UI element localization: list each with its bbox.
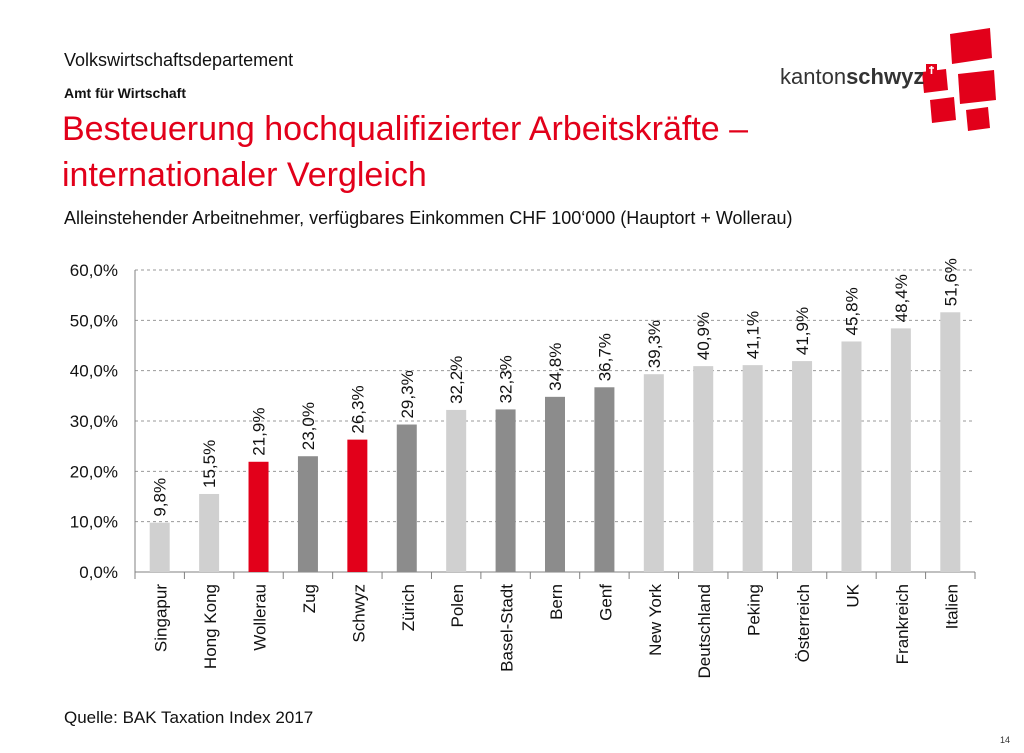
x-tick-label: Frankreich	[893, 584, 912, 664]
x-tick-label: New York	[646, 584, 665, 656]
bar	[792, 361, 813, 572]
data-label: 41,9%	[793, 307, 812, 355]
x-tick-label: Genf	[596, 584, 615, 621]
data-label: 21,9%	[250, 408, 269, 456]
data-label: 39,3%	[645, 320, 664, 368]
y-tick-label: 20,0%	[70, 462, 118, 481]
data-label: 29,3%	[398, 370, 417, 418]
page-subtitle: Alleinstehender Arbeitnehmer, verfügbare…	[64, 208, 793, 228]
bar	[742, 365, 763, 572]
data-label: 48,4%	[892, 274, 911, 322]
data-label: 32,3%	[497, 355, 516, 403]
data-label: 15,5%	[200, 440, 219, 488]
page-number: 14	[1000, 735, 1011, 745]
data-label: 32,2%	[447, 356, 466, 404]
bar	[297, 456, 318, 572]
x-tick-label: Peking	[745, 584, 764, 636]
x-tick-label: Basel-Stadt	[498, 584, 517, 672]
page-title: Besteuerung hochqualifizierter Arbeitskr…	[62, 110, 749, 194]
bar	[199, 493, 220, 572]
data-label: 34,8%	[546, 343, 565, 391]
bar	[643, 374, 664, 572]
bar	[396, 424, 417, 572]
bar	[693, 366, 714, 572]
x-tick-label: Italien	[942, 584, 961, 629]
y-tick-label: 50,0%	[70, 311, 118, 330]
logo-squares-icon	[922, 28, 996, 131]
bar	[248, 461, 269, 572]
data-label: 41,1%	[744, 311, 763, 359]
department-name: Volkswirtschaftsdepartement	[64, 50, 294, 70]
data-label: 26,3%	[348, 385, 367, 433]
bar	[545, 396, 565, 572]
x-tick-label: Österreich	[794, 584, 813, 662]
data-label: 40,9%	[694, 312, 713, 360]
logo-text: kantonschwyz	[780, 64, 925, 89]
bar	[890, 328, 911, 572]
office-name: Amt für Wirtschaft	[64, 85, 186, 101]
bar	[594, 387, 615, 572]
y-tick-label: 30,0%	[70, 412, 118, 431]
y-tick-label: 60,0%	[70, 261, 118, 280]
x-tick-label: Polen	[448, 584, 467, 627]
data-label: 51,6%	[941, 258, 960, 306]
data-label: 23,0%	[299, 402, 318, 450]
x-tick-label: Deutschland	[695, 584, 714, 679]
y-tick-label: 0,0%	[79, 563, 118, 582]
x-tick-label: Schwyz	[349, 584, 368, 643]
data-label: 9,8%	[151, 478, 170, 517]
y-tick-label: 40,0%	[70, 362, 118, 381]
source-note: Quelle: BAK Taxation Index 2017	[64, 708, 314, 727]
kanton-schwyz-logo: kantonschwyz	[780, 24, 1010, 134]
y-tick-label: 10,0%	[70, 513, 118, 532]
bar	[841, 341, 862, 572]
x-tick-label: Zug	[300, 584, 319, 613]
bar	[149, 522, 170, 572]
x-tick-label: Bern	[547, 584, 566, 620]
x-tick-label: Zürich	[399, 584, 418, 631]
bar	[347, 439, 368, 572]
x-tick-label: Wollerau	[251, 584, 270, 651]
bar	[446, 409, 467, 572]
bar	[940, 312, 961, 572]
data-label: 36,7%	[595, 333, 614, 381]
bar	[495, 409, 516, 572]
x-tick-label: Singapur	[152, 584, 171, 652]
x-tick-label: Hong Kong	[201, 584, 220, 669]
data-label: 45,8%	[842, 287, 861, 335]
x-tick-label: UK	[843, 583, 862, 607]
